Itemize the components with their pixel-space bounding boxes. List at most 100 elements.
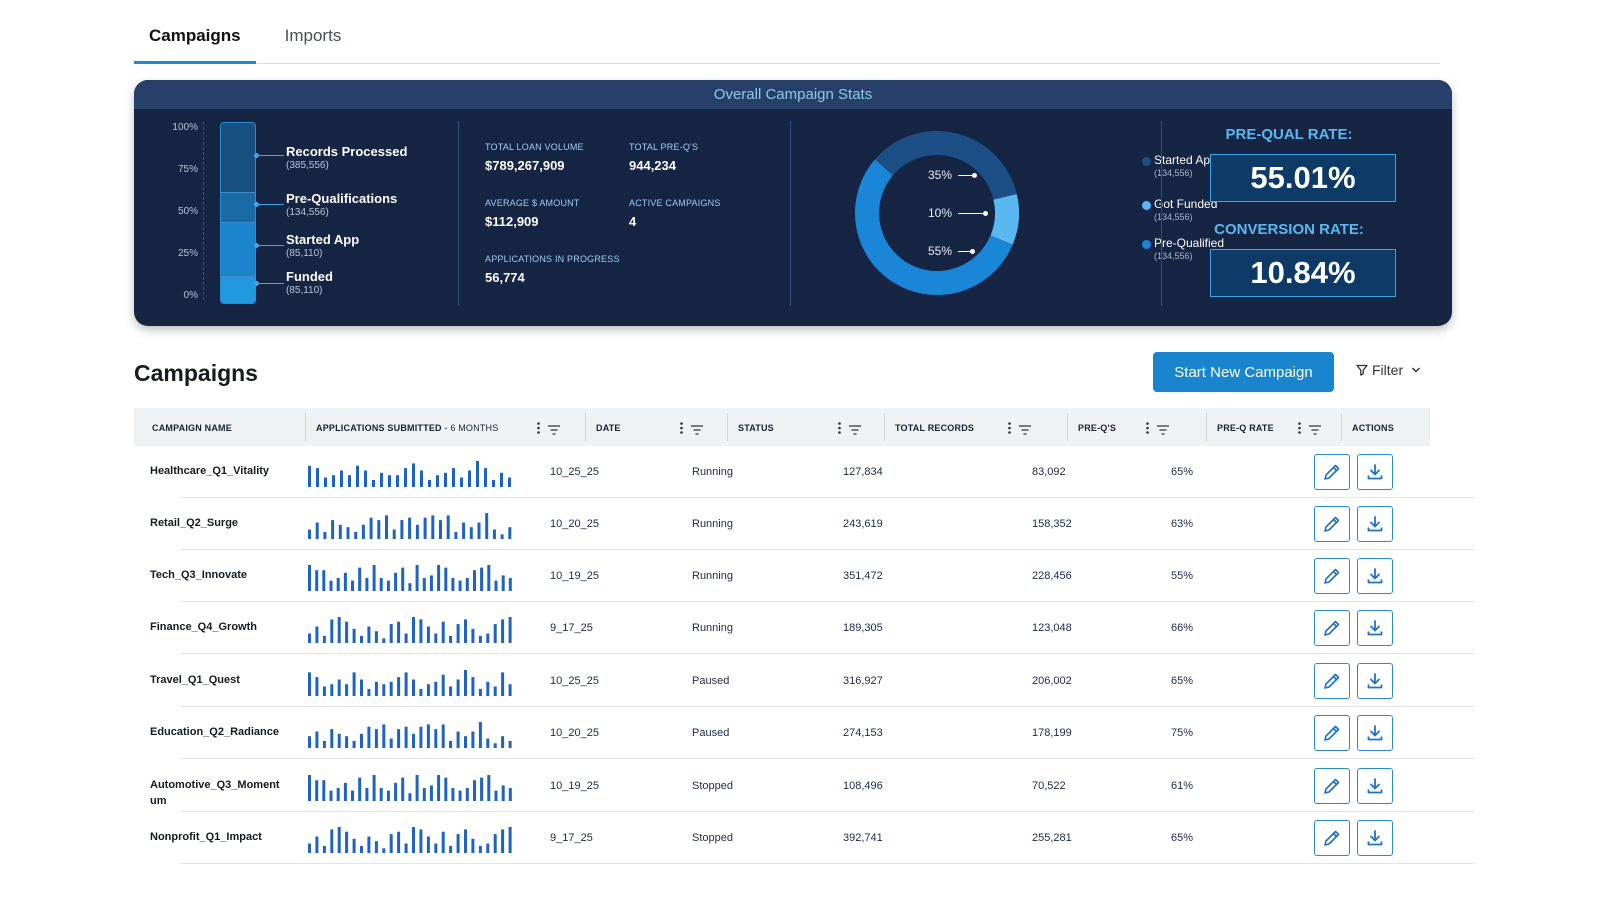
sparkline-bar bbox=[486, 738, 490, 748]
sparkline-bar bbox=[401, 777, 405, 801]
column-header-applications[interactable]: APPLICATIONS SUBMITTED - 6 MONTHS bbox=[316, 408, 498, 446]
column-header-total-records[interactable]: TOTAL RECORDS bbox=[895, 423, 975, 433]
column-header-status[interactable]: STATUS bbox=[738, 423, 774, 433]
column-header-date[interactable]: DATE bbox=[596, 423, 621, 433]
campaign-name[interactable]: Healthcare_Q1_Vitality bbox=[150, 465, 270, 477]
table-row: Travel_Q1_Quest 10_25_25 Paused 316,927 206,… bbox=[150, 655, 1474, 707]
download-campaign-button[interactable] bbox=[1357, 820, 1393, 856]
campaign-pre-q-rate: 55% bbox=[1171, 570, 1194, 582]
sparkline-bar bbox=[308, 843, 311, 853]
column-header-pre-qs[interactable]: PRE-Q'S bbox=[1078, 423, 1117, 433]
tab-imports[interactable]: Imports bbox=[284, 26, 342, 45]
column-header-pre-q-rate[interactable]: PRE-Q RATE bbox=[1217, 423, 1274, 433]
column-menu-icon[interactable] bbox=[838, 421, 841, 434]
edit-campaign-button[interactable] bbox=[1314, 506, 1350, 542]
edit-campaign-button[interactable] bbox=[1314, 454, 1350, 490]
column-menu-icon[interactable] bbox=[680, 421, 683, 434]
donut-label-10: 10% bbox=[928, 206, 953, 220]
kpi-value: $789,267,909 bbox=[485, 158, 565, 173]
campaign-total-records: 127,834 bbox=[843, 466, 883, 478]
edit-campaign-button[interactable] bbox=[1314, 558, 1350, 594]
sparkline-bar bbox=[436, 475, 439, 487]
column-filter-icon[interactable] bbox=[691, 422, 703, 440]
sparkline-bar bbox=[419, 726, 423, 748]
campaign-name[interactable]: Nonprofit_Q1_Impact bbox=[150, 831, 262, 843]
sparkline-bar bbox=[348, 475, 351, 487]
edit-campaign-button[interactable] bbox=[1314, 715, 1350, 751]
campaign-name[interactable]: Finance_Q4_Growth bbox=[150, 621, 257, 633]
edit-campaign-button[interactable] bbox=[1314, 820, 1350, 856]
sparkline-bar bbox=[508, 578, 512, 591]
column-filter-icon[interactable] bbox=[1157, 422, 1169, 440]
table-row: Retail_Q2_Surge 10_20_25 Running 243,619 158… bbox=[150, 498, 1474, 550]
column-filter-icon[interactable] bbox=[548, 422, 560, 440]
start-new-campaign-button[interactable]: Start New Campaign bbox=[1153, 352, 1334, 392]
download-campaign-button[interactable] bbox=[1357, 558, 1393, 594]
sparkline-bar bbox=[372, 565, 376, 591]
stats-panel-title: Overall Campaign Stats bbox=[134, 80, 1452, 109]
sparkline-bar bbox=[346, 527, 350, 539]
sparkline-bar bbox=[389, 834, 393, 853]
sparkline-bar bbox=[379, 788, 383, 801]
campaign-pre-qs: 70,522 bbox=[1032, 780, 1066, 792]
tab-campaigns[interactable]: Campaigns bbox=[134, 18, 256, 64]
campaign-name[interactable]: Retail_Q2_Surge bbox=[150, 517, 239, 529]
column-header-campaign-name[interactable]: CAMPAIGN NAME bbox=[152, 423, 232, 433]
sparkline-bar bbox=[374, 729, 378, 748]
sparkline-bar bbox=[404, 672, 408, 696]
funnel-item-value: (385,556) bbox=[286, 160, 329, 171]
download-campaign-button[interactable] bbox=[1357, 454, 1393, 490]
sparkline-bar bbox=[478, 845, 482, 853]
column-menu-icon[interactable] bbox=[1298, 421, 1301, 434]
download-campaign-button[interactable] bbox=[1357, 663, 1393, 699]
campaign-date: 10_20_25 bbox=[550, 518, 599, 530]
sparkline-bar bbox=[308, 672, 311, 696]
sparkline-bar bbox=[404, 726, 408, 748]
pencil-icon bbox=[1324, 778, 1340, 794]
column-separator bbox=[305, 413, 306, 441]
campaign-pre-qs: 83,092 bbox=[1032, 466, 1066, 478]
legend-count: (134,556) bbox=[1154, 251, 1193, 261]
funnel-axis-label: 100% bbox=[172, 122, 198, 133]
sparkline-bar bbox=[501, 619, 505, 643]
edit-campaign-button[interactable] bbox=[1314, 610, 1350, 646]
sparkline-bar bbox=[508, 527, 512, 539]
pencil-icon bbox=[1324, 568, 1340, 584]
download-campaign-button[interactable] bbox=[1357, 768, 1393, 804]
campaign-total-records: 243,619 bbox=[843, 518, 883, 530]
applications-sparkline bbox=[308, 617, 512, 643]
column-filter-icon[interactable] bbox=[849, 422, 861, 440]
campaign-name[interactable]: Education_Q2_Radiance bbox=[150, 726, 279, 738]
sparkline-bar bbox=[400, 520, 404, 539]
column-menu-icon[interactable] bbox=[537, 421, 540, 434]
funnel-connector bbox=[258, 155, 284, 156]
sparkline-bar bbox=[451, 788, 455, 801]
sparkline-bar bbox=[308, 529, 311, 539]
campaign-pre-qs: 206,002 bbox=[1032, 675, 1072, 687]
sparkline-bar bbox=[412, 733, 415, 748]
download-campaign-button[interactable] bbox=[1357, 715, 1393, 751]
edit-campaign-button[interactable] bbox=[1314, 768, 1350, 804]
column-menu-icon[interactable] bbox=[1008, 421, 1011, 434]
campaign-name[interactable]: Travel_Q1_Quest bbox=[150, 674, 240, 686]
filter-dropdown[interactable]: Filter bbox=[1356, 362, 1425, 378]
campaign-name[interactable]: Tech_Q3_Innovate bbox=[150, 569, 247, 581]
sparkline-bar bbox=[471, 731, 475, 748]
campaign-name[interactable]: Automotive_Q3_Momentum bbox=[150, 779, 280, 807]
campaign-pre-q-rate: 65% bbox=[1171, 675, 1194, 687]
column-menu-icon[interactable] bbox=[1146, 421, 1149, 434]
download-campaign-button[interactable] bbox=[1357, 610, 1393, 646]
sparkline-bar bbox=[352, 628, 356, 643]
sparkline-bar bbox=[478, 688, 482, 696]
column-filter-icon[interactable] bbox=[1309, 422, 1321, 440]
kpi-average-amount: AVERAGE $ AMOUNT $112,909 bbox=[485, 198, 580, 229]
sparkline-bar bbox=[415, 775, 419, 801]
column-filter-icon[interactable] bbox=[1019, 422, 1031, 440]
sparkline-bar bbox=[382, 638, 386, 643]
sparkline-bar bbox=[324, 477, 327, 487]
legend-name: Got Funded bbox=[1154, 197, 1218, 211]
sparkline-bar bbox=[422, 788, 426, 801]
edit-campaign-button[interactable] bbox=[1314, 663, 1350, 699]
download-campaign-button[interactable] bbox=[1357, 506, 1393, 542]
sparkline-bar bbox=[508, 477, 511, 487]
